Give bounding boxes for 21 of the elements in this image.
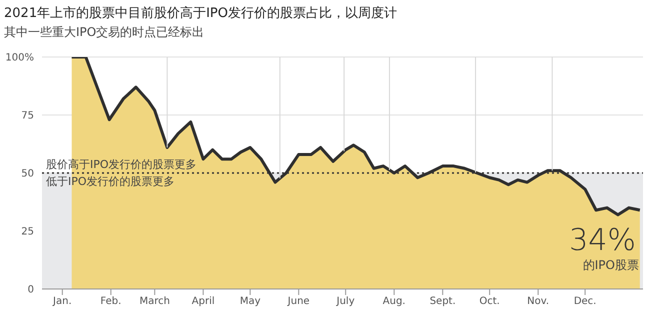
annotation: 的IPO股票 bbox=[582, 257, 639, 274]
x-tick-label: Sept. bbox=[430, 296, 456, 308]
x-tick-label: Aug. bbox=[382, 296, 406, 308]
y-tick-label: 25 bbox=[21, 226, 34, 238]
x-tick-label: May bbox=[240, 296, 261, 308]
y-tick-label: 0 bbox=[28, 284, 34, 296]
chart-subtitle: 其中一些重大IPO交易的时点已经标出 bbox=[3, 24, 206, 41]
x-tick-label: July bbox=[336, 296, 355, 308]
annotation: 34% bbox=[569, 223, 636, 258]
x-tick-label: Dec. bbox=[574, 296, 596, 308]
x-tick-label: March bbox=[139, 296, 170, 308]
x-tick-label: Oct. bbox=[479, 296, 500, 308]
x-tick-label: Feb. bbox=[100, 296, 122, 308]
chart-title: 2021年上市的股票中目前股价高于IPO发行价的股票占比，以周度计 bbox=[3, 5, 398, 22]
y-tick-label: 100% bbox=[5, 52, 34, 64]
y-tick-label: 75 bbox=[21, 110, 34, 122]
x-tick-label: Nov. bbox=[527, 296, 550, 308]
x-tick-label: Jan. bbox=[52, 296, 72, 308]
y-tick-label: 50 bbox=[21, 168, 34, 180]
x-tick-label: April bbox=[192, 296, 215, 308]
x-tick-label: June bbox=[286, 296, 310, 308]
